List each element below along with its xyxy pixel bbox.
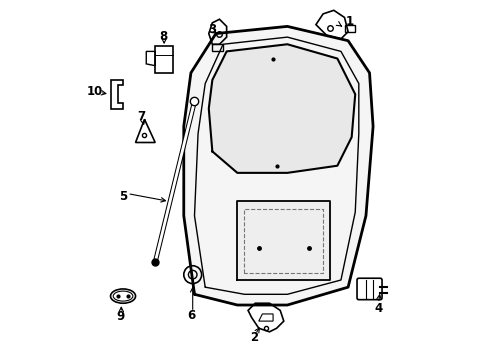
Text: 6: 6 <box>187 309 195 321</box>
Polygon shape <box>237 202 329 280</box>
Text: 3: 3 <box>208 23 216 36</box>
Text: 8: 8 <box>159 30 167 43</box>
Text: 2: 2 <box>249 331 258 344</box>
Polygon shape <box>208 44 354 173</box>
Bar <box>155 46 173 73</box>
Text: 5: 5 <box>119 190 127 203</box>
Text: 1: 1 <box>345 15 353 28</box>
Text: 4: 4 <box>374 302 382 315</box>
Text: 7: 7 <box>137 110 145 123</box>
Polygon shape <box>183 26 372 305</box>
Text: 9: 9 <box>116 310 124 323</box>
Text: 10: 10 <box>87 85 103 98</box>
